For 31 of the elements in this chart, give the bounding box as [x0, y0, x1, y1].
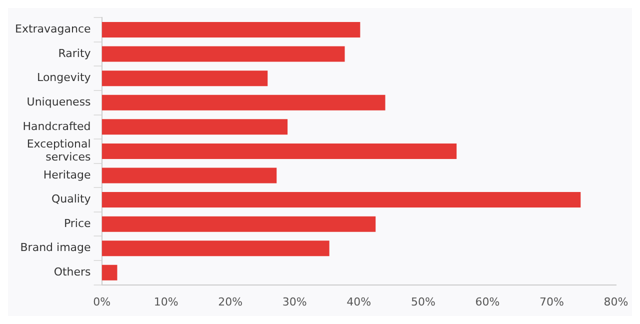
bar — [102, 143, 457, 159]
bar — [102, 119, 288, 135]
y-tick-label: Heritage — [43, 168, 92, 182]
x-tick-label: 50% — [410, 295, 436, 308]
y-tick-label: Quality — [51, 192, 92, 206]
y-tick-label: Longevity — [37, 71, 92, 84]
x-tick-label: 40% — [346, 295, 372, 308]
x-tick-label: 80% — [604, 295, 628, 308]
y-tick-label: Exceptional services — [26, 137, 92, 164]
bar — [102, 46, 345, 62]
y-tick-label: Handcrafted — [22, 120, 91, 133]
bar — [102, 192, 581, 208]
x-tick-label: 70% — [540, 295, 564, 308]
x-tick-label: 0% — [93, 295, 111, 308]
x-tick-label: 60% — [475, 295, 500, 308]
bar — [102, 94, 386, 110]
x-tick-label: 10% — [154, 295, 178, 308]
bar — [102, 264, 118, 280]
y-tick-label: Extravagance — [15, 22, 92, 36]
bar — [102, 240, 330, 256]
y-tick-label: Uniqueness — [26, 95, 92, 108]
y-tick-label: Others — [54, 266, 92, 279]
bar — [102, 216, 376, 232]
y-tick-label: Price — [64, 216, 92, 230]
bar — [102, 22, 360, 38]
x-tick-label: 30% — [282, 295, 307, 308]
bar — [102, 70, 268, 86]
y-tick-label: Brand image — [20, 241, 92, 254]
x-tick-label: 20% — [218, 295, 243, 308]
y-tick-label: Rarity — [58, 46, 92, 60]
bar — [102, 168, 277, 184]
